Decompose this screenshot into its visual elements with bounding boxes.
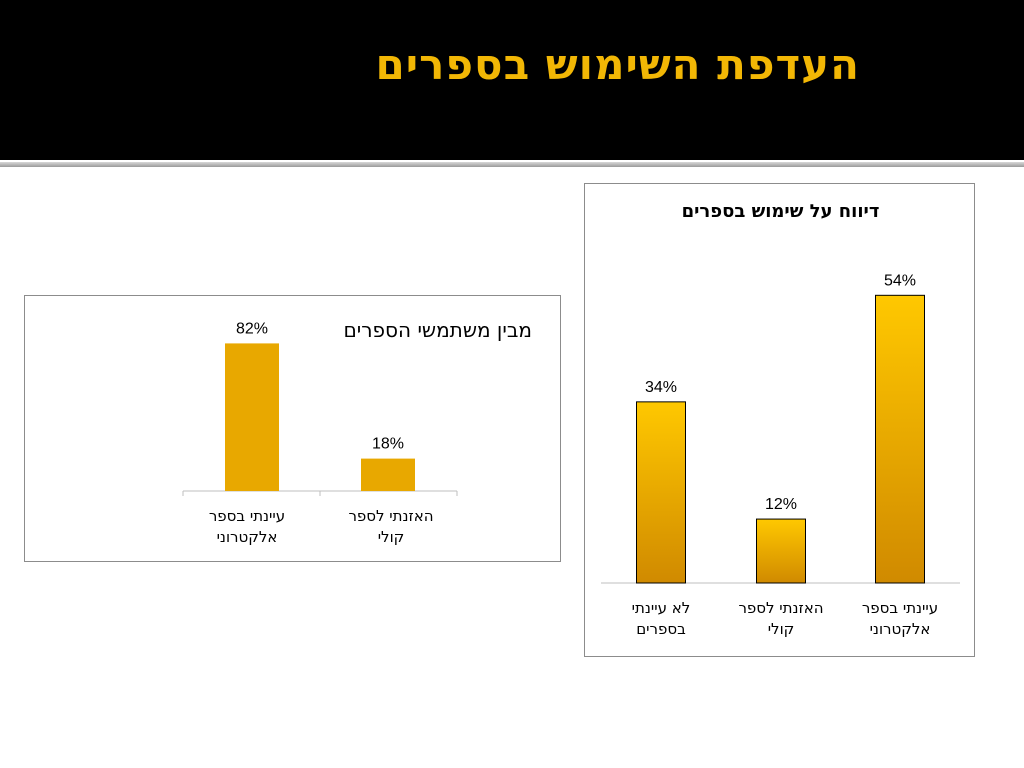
- bar: [225, 343, 279, 491]
- category-label-line: האזנתי לספר: [738, 599, 824, 617]
- category-label-line: האזנתי לספר: [348, 507, 434, 525]
- category-label: עיינתי בספר אלקטרוני: [187, 506, 307, 548]
- chart-book-usage-report-plot: 34% 12% 54%: [601, 272, 960, 584]
- category-label: עיינתי בספר אלקטרוני: [840, 598, 960, 640]
- chart-users-breakdown-plot: 82% 18%: [182, 320, 458, 496]
- bar: [875, 294, 925, 584]
- bar: [361, 458, 415, 491]
- category-label-line: בספרים: [636, 620, 686, 638]
- data-label: 12%: [765, 496, 797, 513]
- category-label-line: עיינתי בספר: [208, 507, 286, 525]
- bar: [636, 401, 686, 584]
- category-label-line: עיינתי בספר: [861, 599, 939, 617]
- category-label-line: לא עיינתי: [631, 599, 691, 617]
- chart-title: מבין משתמשי הספרים: [343, 318, 532, 342]
- category-label-line: קולי: [767, 620, 795, 638]
- category-label-line: אלקטרוני: [869, 620, 931, 638]
- data-label: 82%: [236, 320, 268, 337]
- chart-title: דיווח על שימוש בספרים: [681, 201, 880, 222]
- slide-title: העדפת השימוש בספרים: [375, 40, 860, 89]
- bar: [756, 518, 806, 584]
- category-label-line: קולי: [377, 528, 405, 546]
- header-divider: [0, 162, 1024, 167]
- category-label: האזנתי לספר קולי: [721, 598, 841, 640]
- data-label: 34%: [645, 379, 677, 396]
- category-label: האזנתי לספר קולי: [331, 506, 451, 548]
- header-band: [0, 0, 1024, 160]
- chart-book-usage-report: 34% 12% 54% דיווח על שימוש בספרים לא עיינת…: [584, 183, 975, 657]
- category-label: לא עיינתי בספרים: [601, 598, 721, 640]
- data-label: 18%: [372, 436, 404, 453]
- category-label-line: אלקטרוני: [216, 528, 278, 546]
- chart-users-breakdown: 82% 18% מבין משתמשי הספרים עיינתי בספר אל…: [24, 295, 561, 562]
- data-label: 54%: [884, 272, 916, 289]
